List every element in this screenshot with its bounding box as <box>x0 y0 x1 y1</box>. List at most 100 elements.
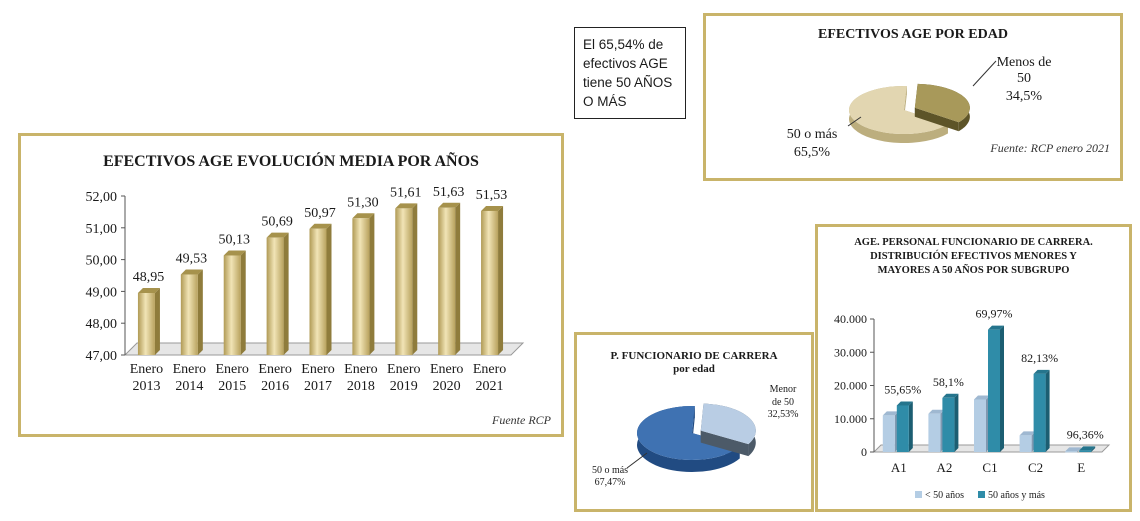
chart-title-funcionario: P. FUNCIONARIO DE CARRERA <box>610 350 778 362</box>
y-tick-label: 0 <box>861 445 867 459</box>
bar <box>942 397 955 452</box>
bar <box>180 274 198 355</box>
chart-panel-media: EFECTIVOS AGE EVOLUCIÓN MEDIA POR AÑOS 4… <box>18 133 564 437</box>
bar <box>481 210 499 355</box>
x-tick-label: 2016 <box>261 379 289 394</box>
slice-label: 50 o más <box>787 127 838 142</box>
bar-top <box>180 269 203 275</box>
bar <box>1033 373 1046 452</box>
bar-side <box>455 202 461 355</box>
bar <box>352 218 370 355</box>
chart-title-subgrupo-3: MAYORES A 50 AÑOS POR SUBGRUPO <box>877 265 1070 276</box>
chart-media: 47,00 48,00 49,00 50,00 51,00 52,00 48,95 Enero… <box>86 185 525 394</box>
data-annotation: 58,1% <box>933 375 964 389</box>
edad-slice-edge <box>914 107 959 132</box>
bar-side <box>283 232 289 355</box>
bar-top <box>1079 446 1096 451</box>
chart-title-subgrupo-1: AGE. PERSONAL FUNCIONARIO DE CARRERA. <box>854 237 1093 248</box>
x-tick-label: C1 <box>982 460 997 475</box>
y-tick-label: 48,00 <box>86 317 118 332</box>
slice-label: 50 o más <box>592 465 628 476</box>
edad-slice <box>914 83 970 123</box>
func-slice <box>637 406 740 460</box>
chart-title-media: EFECTIVOS AGE EVOLUCIÓN MEDIA POR AÑOS <box>103 153 479 170</box>
y-tick-label: 20.000 <box>834 379 867 393</box>
x-tick-label: 2015 <box>218 379 246 394</box>
info-note: El 65,54% de efectivos AGE tiene 50 AÑOS… <box>574 27 686 119</box>
bar <box>988 329 1000 452</box>
bar-top <box>352 213 375 219</box>
slice-label: de 50 <box>772 397 794 408</box>
func-slice-edge <box>700 430 749 457</box>
edad-slice-side <box>849 86 948 143</box>
bar-top <box>266 232 289 238</box>
data-label: 51,61 <box>390 185 422 200</box>
bar-top <box>438 202 461 208</box>
bar <box>395 208 413 355</box>
y-tick-label: 52,00 <box>86 190 118 205</box>
x-tick-label: Enero <box>301 362 334 377</box>
bar-side <box>1091 446 1096 452</box>
slice-label: 50 <box>1017 71 1031 86</box>
bar-top <box>988 325 1004 330</box>
x-tick-label: Enero <box>130 362 163 377</box>
x-tick-label: Enero <box>473 362 506 377</box>
slice-label: 65,5% <box>794 145 831 160</box>
chart-title-subgrupo-2: DISTRIBUCIÓN EFECTIVOS MENORES Y <box>870 251 1077 262</box>
bar <box>974 399 986 452</box>
bar-side <box>369 213 375 355</box>
bar-side <box>954 393 959 452</box>
bar <box>1065 451 1078 453</box>
bar-side <box>1077 447 1082 452</box>
bar <box>309 228 327 355</box>
bar-top <box>309 223 332 229</box>
y-tick-label: 49,00 <box>86 285 118 300</box>
bar-top <box>974 395 990 400</box>
x-tick-label: Enero <box>430 362 463 377</box>
x-tick-label: Enero <box>173 362 206 377</box>
bar <box>882 415 895 452</box>
x-tick-label: A1 <box>891 460 907 475</box>
chart-panel-funcionario: P. FUNCIONARIO DE CARRERA por edad Menor… <box>574 332 814 512</box>
chart-title-edad: EFECTIVOS AGE POR EDAD <box>818 27 1008 42</box>
legend-label: < 50 años <box>925 490 964 501</box>
x-tick-label: 2017 <box>304 379 332 394</box>
bar-top <box>896 401 913 406</box>
chart-panel-edad: EFECTIVOS AGE POR EDAD Menos de 50 34,5% 50… <box>703 13 1123 181</box>
bar-top <box>223 250 246 256</box>
slice-label: Menor <box>770 384 797 395</box>
data-label: 48,95 <box>133 270 165 285</box>
x-tick-label: 2019 <box>390 379 418 394</box>
bar <box>438 207 456 355</box>
chart-source-media: Fuente RCP <box>492 413 551 427</box>
data-annotation: 69,97% <box>976 307 1013 321</box>
x-tick-label: 2013 <box>132 379 160 394</box>
x-tick-label: Enero <box>344 362 377 377</box>
x-tick-label: C2 <box>1028 460 1043 475</box>
data-label: 51,30 <box>347 195 379 210</box>
data-annotation: 55,65% <box>884 382 921 396</box>
x-tick-label: Enero <box>387 362 420 377</box>
bar-top <box>1033 369 1050 374</box>
func-slice <box>700 403 756 445</box>
edad-slice <box>849 86 948 134</box>
y-tick-label: 51,00 <box>86 222 118 237</box>
data-label: 50,13 <box>218 232 250 247</box>
leader-line <box>972 60 997 87</box>
bar-top <box>481 205 504 211</box>
bar-side <box>908 401 913 452</box>
data-label: 50,97 <box>304 206 336 221</box>
x-tick-label: A2 <box>936 460 952 475</box>
bar <box>266 237 284 355</box>
x-tick-label: Enero <box>216 362 249 377</box>
bar <box>1019 435 1032 452</box>
bar-side <box>412 203 418 355</box>
x-tick-label: 2021 <box>476 379 504 394</box>
x-tick-label: 2020 <box>433 379 461 394</box>
x-tick-label: Enero <box>258 362 291 377</box>
chart-panel-subgrupo: AGE. PERSONAL FUNCIONARIO DE CARRERA. DI… <box>815 224 1132 512</box>
x-tick-label: 2014 <box>175 379 203 394</box>
bar-top <box>882 411 899 416</box>
